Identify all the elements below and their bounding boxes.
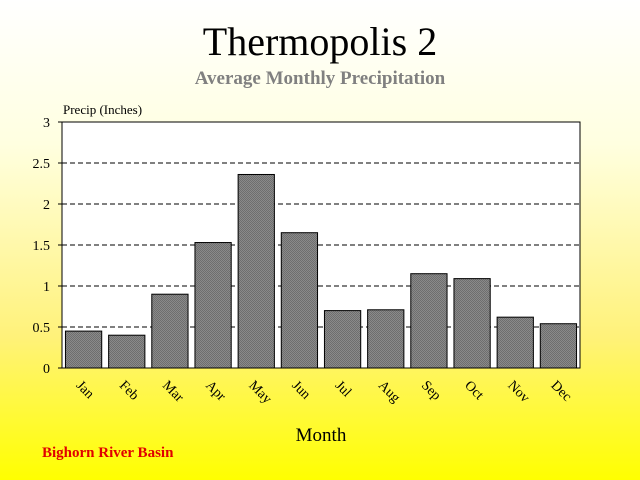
bar-nov: [496, 316, 534, 369]
bar-feb: [108, 334, 146, 369]
bar-oct: [453, 278, 491, 369]
bars: [64, 173, 578, 369]
x-axis-label: Month: [296, 425, 347, 446]
x-tick-label: Jun: [289, 378, 313, 402]
bar-dec: [539, 323, 578, 369]
bar-jul: [323, 310, 362, 369]
y-tick-label: 2: [43, 198, 50, 213]
y-tick-label: 2.5: [33, 157, 51, 172]
bar-apr: [194, 242, 232, 369]
bar-jun: [280, 232, 319, 369]
y-tick-label: 0: [43, 362, 50, 377]
y-axis-label: Precip (Inches): [63, 102, 142, 117]
y-tick-label: 0.5: [33, 321, 51, 336]
bar-may: [237, 173, 275, 369]
x-tick-label: Apr: [202, 378, 228, 404]
x-tick-label: Mar: [159, 378, 186, 405]
x-tick-label: Oct: [461, 378, 486, 403]
y-tick-label: 1.5: [33, 239, 51, 254]
x-tick-label: Feb: [116, 378, 141, 403]
x-tick-label: May: [245, 378, 274, 407]
y-axis-ticks: 0 0.5 1 1.5 2 2.5 3: [33, 116, 62, 377]
basin-label: Bighorn River Basin: [42, 445, 174, 461]
x-tick-label: Nov: [504, 378, 532, 406]
x-tick-label: Jul: [332, 378, 354, 400]
y-tick-label: 3: [43, 116, 50, 131]
bar-aug: [367, 309, 405, 369]
bar-sep: [410, 273, 448, 369]
x-axis-ticks: Jan Feb Mar Apr May Jun Jul Aug Sep Oct Nov Dec: [73, 378, 574, 407]
grid-lines: [62, 162, 580, 328]
chart-title: Thermopolis 2: [202, 19, 438, 64]
x-tick-label: Jan: [73, 378, 97, 402]
bar-jan: [64, 330, 103, 369]
x-tick-label: Aug: [375, 378, 403, 406]
x-tick-label: Sep: [418, 378, 443, 403]
y-tick-label: 1: [43, 280, 50, 295]
bar-mar: [151, 293, 189, 369]
x-tick-label: Dec: [548, 378, 575, 405]
chart-subtitle: Average Monthly Precipitation: [194, 68, 446, 89]
